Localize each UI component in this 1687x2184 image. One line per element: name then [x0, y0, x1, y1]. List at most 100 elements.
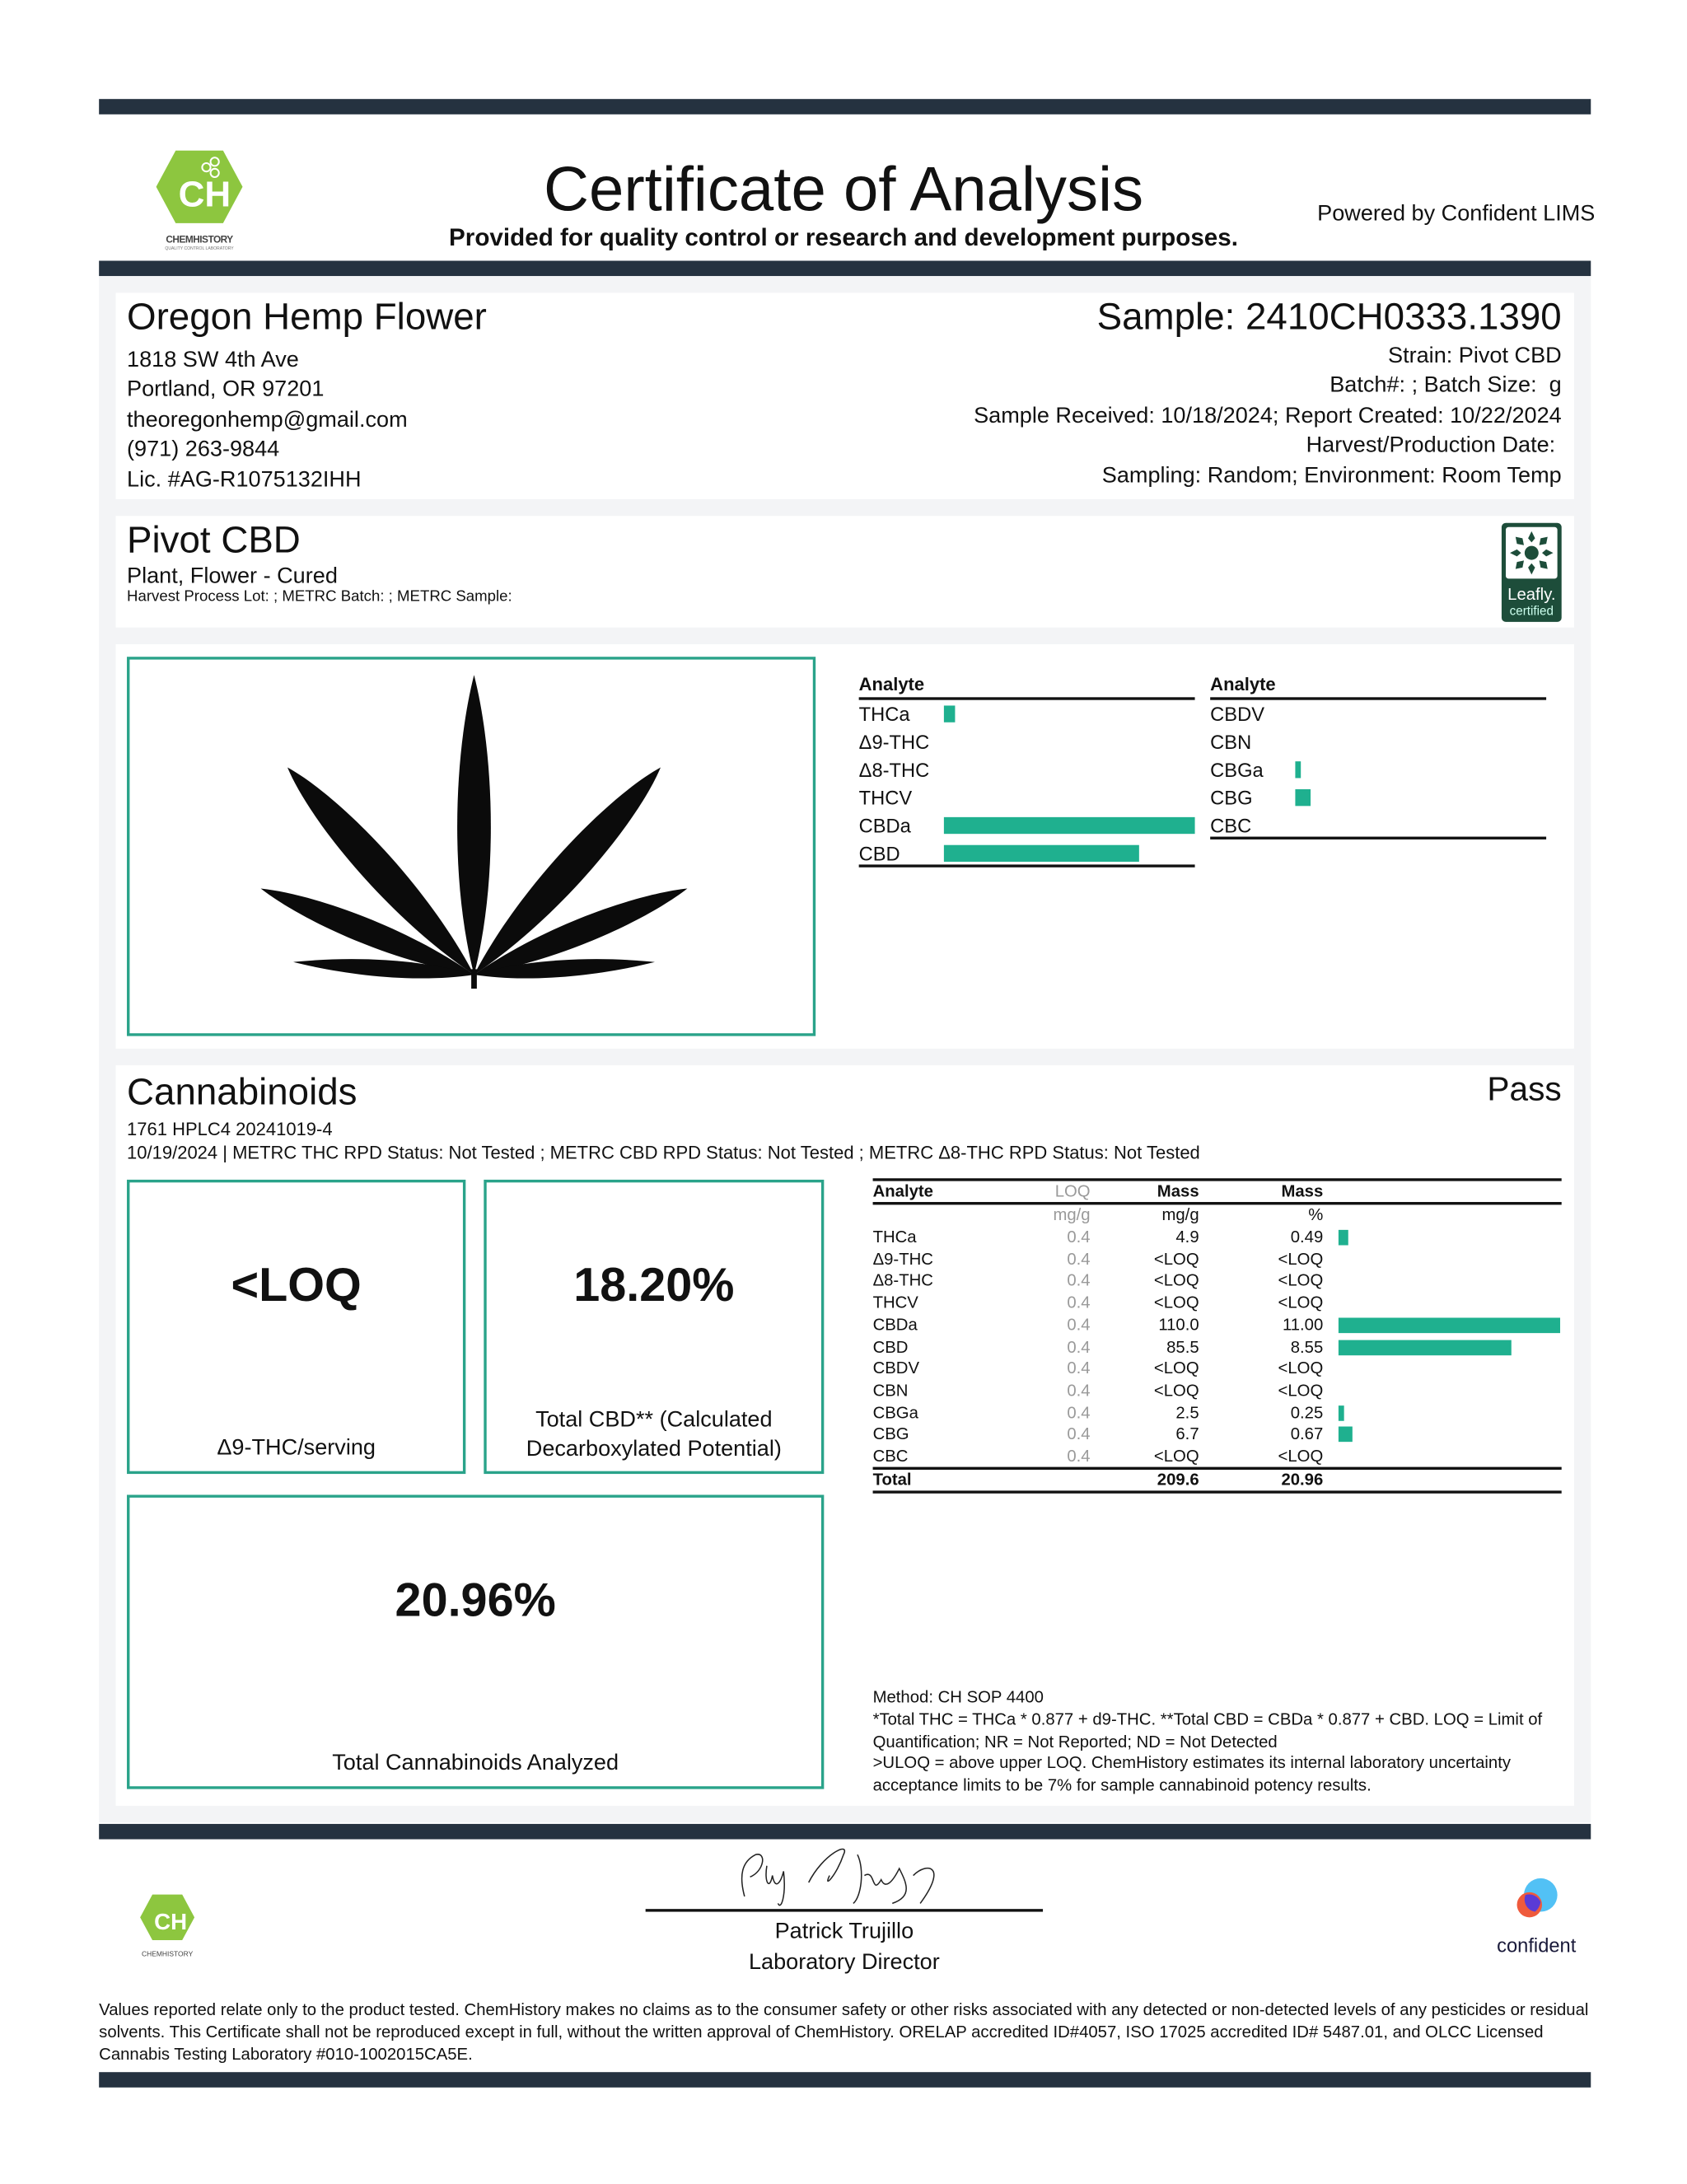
table-top-rule — [872, 1178, 1562, 1181]
cell-pct: 0.49 — [1290, 1227, 1324, 1247]
leafly-certified-label: certified — [1509, 603, 1554, 618]
overview-row: CBGa — [1210, 755, 1546, 783]
table-units: mg/g mg/g % — [873, 1204, 1562, 1225]
leafly-flower-icon — [1506, 526, 1558, 579]
method-notes: Method: CH SOP 4400 *Total THC = THCa * … — [873, 1687, 1562, 1798]
product-section: Pivot CBD Plant, Flower - Cured Harvest … — [115, 516, 1574, 628]
client-address2: Portland, OR 97201 — [127, 378, 325, 403]
overview-row: CBN — [1210, 728, 1546, 756]
overview-bar — [943, 816, 1195, 835]
signer-name: Patrick Trujillo — [774, 1920, 914, 1944]
cell-pct: <LOQ — [1278, 1249, 1324, 1269]
overview-row: CBC — [1210, 811, 1546, 839]
sample-id: Sample: 2410CH0333.1390 — [1096, 295, 1562, 338]
cell-pct: 11.00 — [1282, 1314, 1324, 1335]
unit-mass-mg: mg/g — [1161, 1204, 1199, 1225]
product-lots: Harvest Process Lot: ; METRC Batch: ; ME… — [127, 588, 512, 606]
cell-analyte: Δ9-THC — [872, 1249, 933, 1269]
col-mass-pct: Mass — [1281, 1181, 1324, 1201]
cell-loq: 0.4 — [1067, 1227, 1091, 1247]
cell-analyte: Δ8-THC — [872, 1270, 933, 1291]
cell-pct: <LOQ — [1278, 1380, 1324, 1401]
cell-pct: <LOQ — [1278, 1358, 1324, 1378]
table-row: Δ8-THC 0.4 <LOQ <LOQ — [873, 1271, 1562, 1292]
sample-details: Strain: Pivot CBD Batch#: ; Batch Size: … — [974, 342, 1562, 491]
overview-analyte-label: CBDV — [1210, 703, 1265, 726]
table-row: CBN 0.4 <LOQ <LOQ — [873, 1380, 1562, 1401]
overview-analyte-label: CBC — [1210, 814, 1252, 837]
cell-loq: 0.4 — [1067, 1314, 1091, 1335]
instrument-id: 1761 HPLC4 20241019-4 — [127, 1118, 333, 1139]
cell-analyte: CBC — [872, 1446, 909, 1466]
table-row: CBDa 0.4 110.0 11.00 — [873, 1315, 1562, 1335]
potency-bar — [1338, 1317, 1561, 1333]
cell-analyte: CBG — [872, 1424, 909, 1444]
cell-loq: 0.4 — [1067, 1270, 1091, 1291]
cell-pct: 0.25 — [1290, 1402, 1324, 1422]
potency-bar — [1338, 1339, 1512, 1355]
table-row: CBDV 0.4 <LOQ <LOQ — [873, 1359, 1562, 1379]
table-row: CBGa 0.4 2.5 0.25 — [873, 1402, 1562, 1423]
logo-text: CHEMHISTORY — [166, 236, 233, 246]
cell-loq: 0.4 — [1067, 1358, 1091, 1378]
cell-mg: <LOQ — [1153, 1380, 1199, 1401]
cell-analyte: THCV — [872, 1293, 918, 1312]
overview-analyte-label: CBG — [1210, 786, 1253, 809]
product-name: Pivot CBD — [127, 518, 301, 561]
cell-mg: 85.5 — [1166, 1336, 1199, 1357]
cannabinoids-title: Cannabinoids — [127, 1070, 357, 1113]
logo-tagline: QUALITY CONTROL LABORATORY — [165, 245, 234, 251]
total-cbd-label: Total CBD** (Calculated Decarboxylated P… — [526, 1408, 782, 1461]
powered-by: Powered by Confident LIMS — [1317, 202, 1596, 227]
cell-mg: <LOQ — [1153, 1270, 1199, 1291]
client-section: Oregon Hemp Flower 1818 SW 4th Ave Portl… — [115, 292, 1574, 499]
overview-bar — [1295, 761, 1301, 779]
overview-header-left: Analyte — [858, 674, 1195, 700]
sample-dates: Sample Received: 10/18/2024; Report Crea… — [974, 404, 1562, 428]
product-type: Plant, Flower - Cured — [127, 564, 338, 589]
overview-row: CBD — [859, 839, 1195, 868]
cell-loq: 0.4 — [1067, 1293, 1091, 1312]
total-pct: 20.96 — [1281, 1470, 1324, 1490]
signature-line — [645, 1909, 1044, 1912]
hexagon-logo-icon: CH — [140, 1894, 195, 1940]
d9-thc-serving-label: Δ9-THC/serving — [217, 1436, 376, 1461]
page-title: Certificate of Analysis — [543, 153, 1144, 225]
cell-pct: <LOQ — [1278, 1270, 1324, 1291]
chemhistory-footer-logo: CH CHEMHISTORY — [137, 1891, 198, 1959]
method: Method: CH SOP 4400 — [872, 1687, 1044, 1707]
cell-analyte: THCa — [872, 1227, 917, 1247]
overview-bar — [943, 705, 956, 723]
overview-analyte-label: CBDa — [858, 814, 911, 837]
bottom-divider — [99, 2072, 1591, 2088]
pass-status: Pass — [1487, 1070, 1562, 1109]
cell-loq: 0.4 — [1067, 1380, 1091, 1401]
overview-row: THCa — [859, 700, 1195, 728]
confident-label: confident — [1497, 1934, 1577, 1957]
cell-loq: 0.4 — [1067, 1424, 1091, 1444]
signer-role: Laboratory Director — [748, 1950, 940, 1975]
overview-analyte-label: CBD — [858, 842, 900, 865]
cell-loq: 0.4 — [1067, 1249, 1091, 1269]
header-divider — [99, 260, 1591, 277]
cell-loq: 0.4 — [1067, 1402, 1091, 1422]
table-row: CBD 0.4 85.5 8.55 — [873, 1336, 1562, 1357]
cell-mg: <LOQ — [1153, 1446, 1199, 1466]
col-loq: LOQ — [1054, 1181, 1091, 1201]
overview-analyte-label: CBN — [1210, 730, 1252, 754]
notes: *Total THC = THCa * 0.877 + d9-THC. **To… — [872, 1709, 1543, 1795]
overview-row: CBDV — [1210, 700, 1546, 728]
cell-mg: 110.0 — [1158, 1314, 1199, 1335]
disclaimer: Values reported relate only to the produ… — [99, 1999, 1589, 2065]
cell-mg: <LOQ — [1153, 1358, 1199, 1378]
col-analyte: Analyte — [872, 1181, 933, 1201]
table-row: CBC 0.4 <LOQ <LOQ — [873, 1446, 1562, 1466]
total-cbd-value: 18.20% — [573, 1259, 735, 1312]
table-header: Analyte LOQ Mass Mass — [872, 1181, 1562, 1205]
svg-text:CH: CH — [179, 175, 231, 215]
cell-mg: 6.7 — [1175, 1424, 1199, 1444]
cell-loq: 0.4 — [1067, 1446, 1091, 1466]
cell-pct: <LOQ — [1278, 1293, 1324, 1312]
unit-mass-pct: % — [1308, 1204, 1324, 1225]
